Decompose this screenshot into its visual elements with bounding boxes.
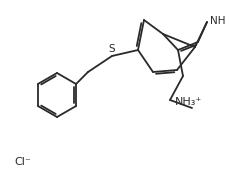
Text: S: S: [109, 44, 115, 54]
Text: Cl⁻: Cl⁻: [14, 157, 31, 167]
Text: NH₃⁺: NH₃⁺: [175, 97, 202, 107]
Text: NH: NH: [210, 16, 226, 26]
